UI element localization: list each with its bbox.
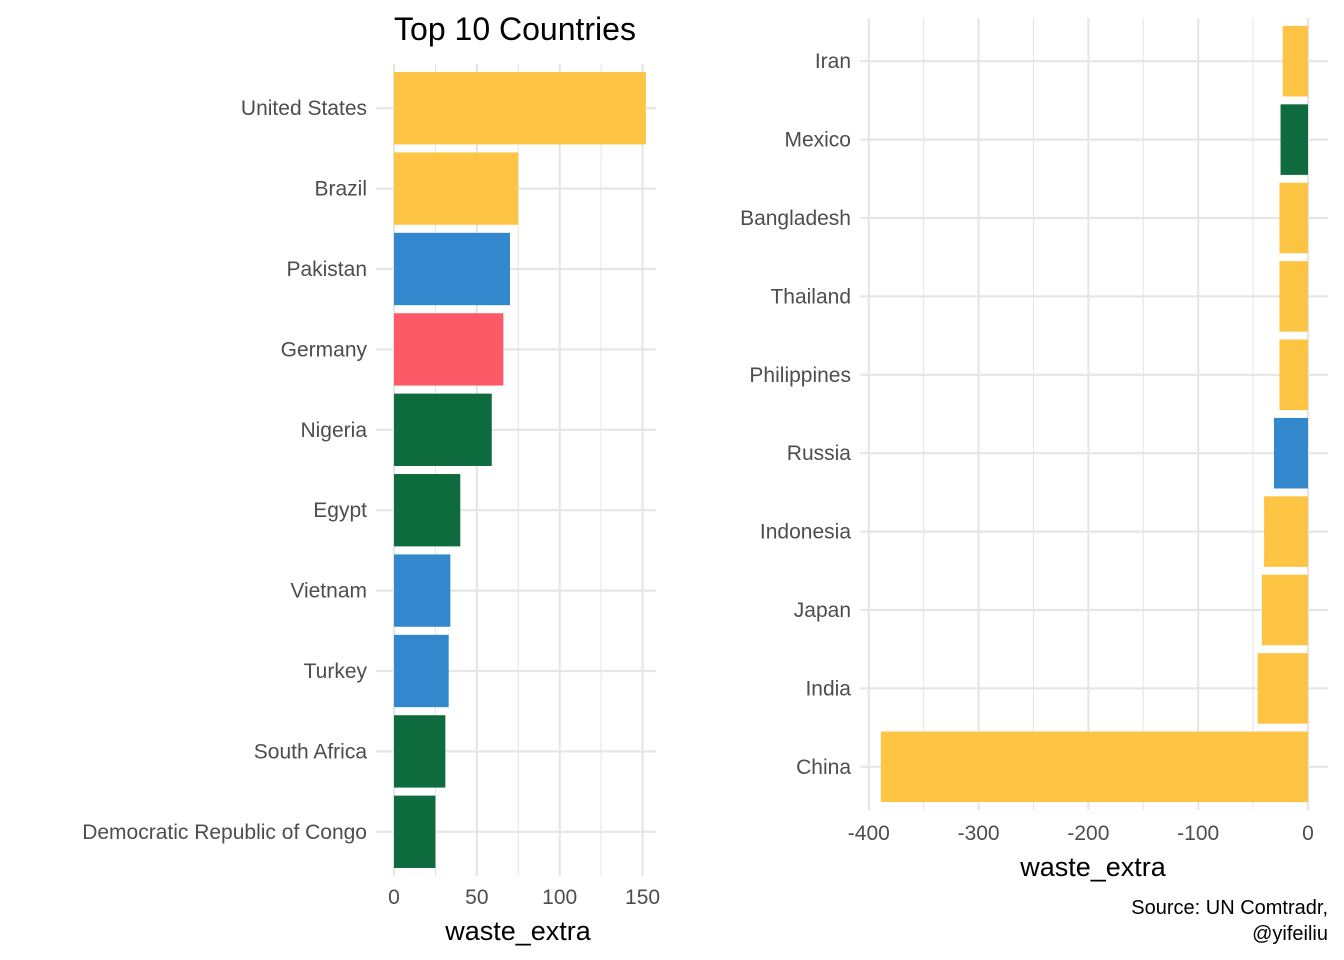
caption-line-1: Source: UN Comtradr, [1131, 897, 1328, 919]
bar [394, 474, 461, 547]
x-tick-label: -200 [1067, 822, 1109, 845]
bar [394, 715, 446, 788]
bar [1257, 653, 1308, 724]
bar [1273, 417, 1308, 489]
bar [394, 393, 492, 466]
chart-title: Top 10 Countries [394, 11, 636, 47]
category-label: Nigeria [300, 419, 367, 442]
category-label: Brazil [314, 178, 367, 201]
bar [1279, 182, 1308, 254]
category-label: Mexico [784, 129, 851, 152]
bar [1279, 261, 1308, 332]
category-label: Egypt [313, 499, 367, 522]
left-panel: 0 50 100 150 United States Brazil Pakistan Germ… [82, 64, 660, 946]
category-label: Philippines [749, 364, 851, 387]
right-panel: -400 -300 -200 -100 0 Iran Mexico Bangladesh Tha… [740, 18, 1328, 882]
category-label: China [796, 756, 851, 779]
x-axis-title: waste_extra [1019, 852, 1167, 882]
bar [394, 795, 436, 868]
x-tick-label: -400 [848, 822, 890, 845]
category-label: United States [241, 97, 367, 120]
bar [394, 554, 451, 627]
bar [1282, 25, 1308, 97]
x-tick-label: -100 [1177, 822, 1219, 845]
category-label: Russia [787, 442, 852, 465]
bar [1261, 574, 1308, 646]
category-label: Turkey [304, 660, 368, 683]
bar [880, 731, 1308, 803]
x-tick-label: 0 [388, 886, 400, 909]
category-label: Indonesia [760, 521, 851, 544]
category-label: Iran [815, 50, 851, 73]
x-tick-label: 150 [625, 886, 660, 909]
category-label: India [805, 677, 851, 700]
x-tick-label: 50 [465, 886, 488, 909]
category-label: South Africa [254, 740, 368, 763]
bar [394, 72, 646, 145]
bar [1279, 339, 1308, 411]
bar [394, 313, 504, 386]
x-tick-label: 0 [1302, 822, 1314, 845]
bar [394, 152, 519, 225]
bar [394, 634, 449, 708]
x-tick-label: -300 [958, 822, 1000, 845]
bar [1264, 496, 1308, 567]
category-label: Thailand [770, 285, 851, 308]
category-label: Germany [281, 338, 368, 361]
category-label: Pakistan [286, 258, 367, 281]
category-label: Bangladesh [740, 207, 851, 230]
x-tick-label: 100 [542, 886, 577, 909]
bar [1280, 104, 1308, 175]
category-label: Japan [794, 599, 851, 622]
caption-line-2: @yifeiliu [1252, 923, 1328, 945]
category-label: Democratic Republic of Congo [82, 821, 367, 844]
bar [394, 232, 510, 306]
category-label: Vietnam [290, 580, 367, 603]
x-axis-title: waste_extra [444, 916, 592, 946]
